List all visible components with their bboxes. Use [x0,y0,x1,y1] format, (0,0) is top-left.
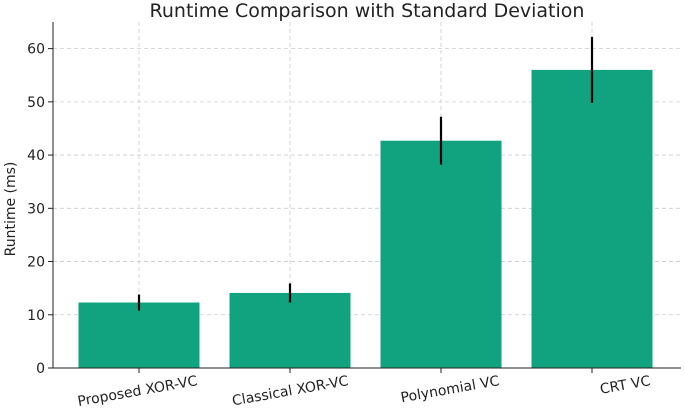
y-tick-label: 30 [27,201,45,217]
y-tick-label: 60 [27,42,45,58]
y-tick-label: 40 [27,148,45,164]
x-tick-label: Classical XOR-VC [231,373,350,409]
y-tick-label: 0 [36,361,45,377]
y-tick-label: 10 [27,308,45,324]
x-tick-label: Proposed XOR-VC [76,373,199,410]
bars [78,36,653,369]
x-tick-label: Polynomial VC [400,373,501,406]
bar [229,292,351,368]
bar [531,69,653,369]
bar [78,302,200,368]
y-tick-label: 20 [27,255,45,271]
axes [48,22,681,373]
bar [380,140,502,368]
chart-title: Runtime Comparison with Standard Deviati… [150,0,585,22]
x-tick-label: CRT VC [599,373,652,398]
y-axis-label: Runtime (ms) [3,162,19,257]
y-tick-label: 50 [27,95,45,111]
